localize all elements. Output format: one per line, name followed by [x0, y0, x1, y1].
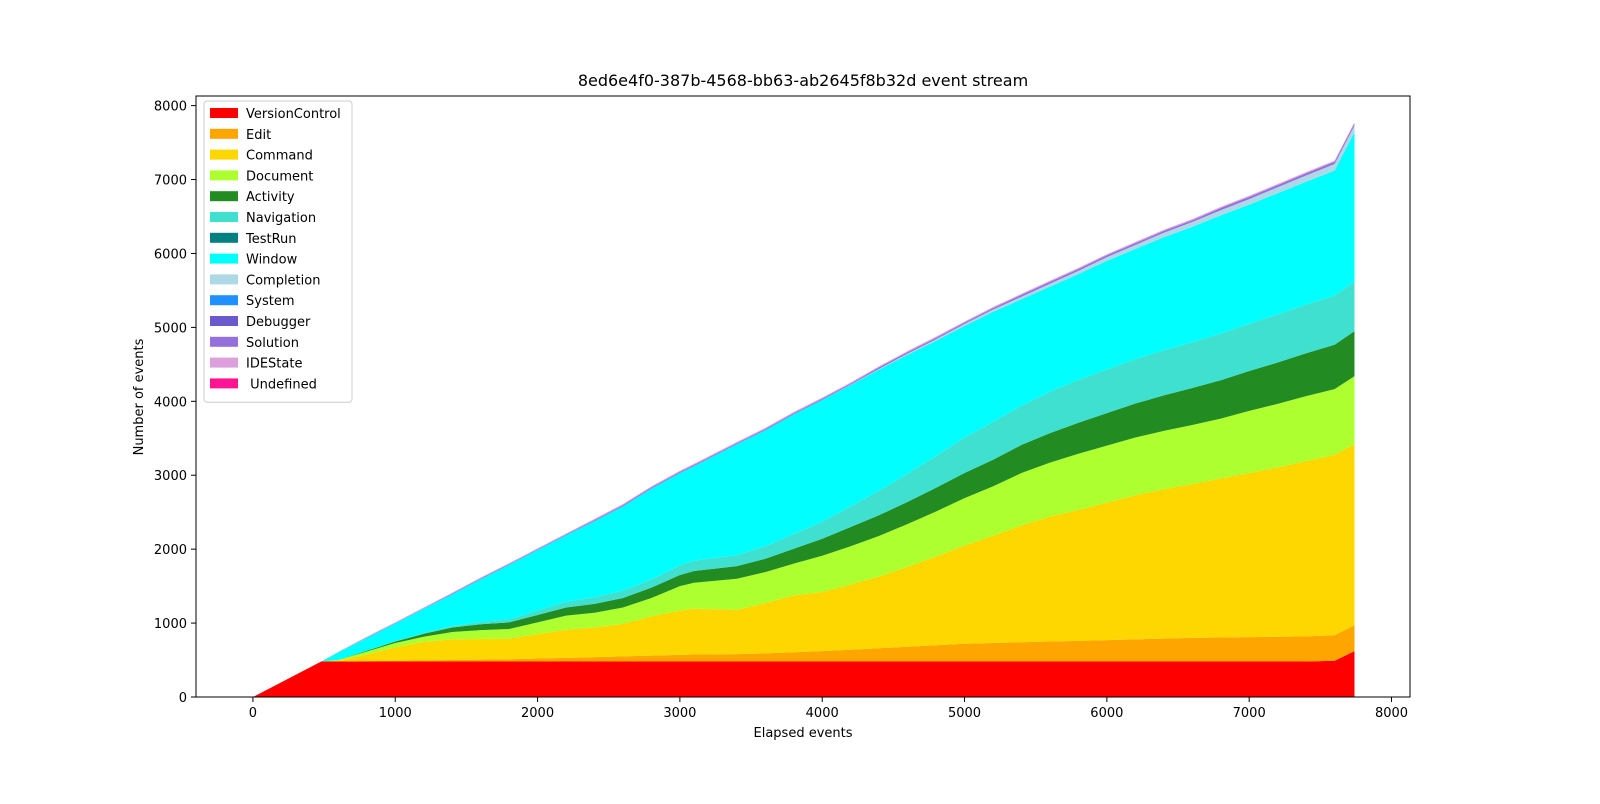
legend-label: VersionControl — [246, 107, 341, 122]
legend-swatch — [210, 316, 238, 326]
area-series-12 — [252, 122, 1355, 698]
x-tick-label: 0 — [249, 706, 257, 721]
legend-swatch — [210, 170, 238, 181]
legend-label: IDEState — [246, 357, 302, 372]
legend-swatch — [210, 378, 238, 389]
area-series-4 — [252, 331, 1355, 697]
x-tick-label: 7000 — [1233, 706, 1266, 721]
area-series-7 — [252, 132, 1355, 698]
y-tick-label: 4000 — [154, 395, 187, 410]
legend-label: Window — [246, 253, 298, 268]
area-series-11 — [252, 123, 1355, 698]
area-series-0 — [252, 651, 1355, 697]
legend-swatch — [210, 108, 238, 118]
x-tick-label: 5000 — [948, 706, 981, 721]
y-tick-label: 6000 — [154, 247, 187, 262]
legend-swatch — [210, 212, 238, 222]
y-tick-label: 1000 — [154, 617, 187, 632]
areas-layer — [252, 122, 1355, 698]
legend-swatch — [210, 357, 238, 368]
legend-label: Debugger — [246, 315, 311, 330]
plot-frame — [195, 95, 1411, 698]
area-series-3 — [252, 376, 1355, 697]
legend-label: Solution — [246, 336, 299, 351]
legend-swatch — [210, 253, 238, 264]
area-series-5 — [252, 281, 1355, 697]
legend-label: Document — [246, 169, 313, 184]
y-tick-label: 8000 — [154, 100, 187, 115]
legend-label: Activity — [246, 190, 295, 205]
chart-title: 8ed6e4f0-387b-4568-bb63-ab2645f8b32d eve… — [578, 71, 1028, 90]
y-tick-label: 2000 — [154, 543, 187, 558]
legend-swatch — [210, 149, 238, 160]
x-tick-label: 8000 — [1375, 706, 1408, 721]
legend-swatch — [210, 295, 238, 306]
x-tick-label: 6000 — [1090, 706, 1123, 721]
legend: VersionControl Edit Command Document Activit… — [203, 100, 353, 403]
legend-label: Edit — [246, 128, 271, 143]
legend-label: Command — [246, 149, 313, 164]
legend-frame — [203, 100, 353, 403]
y-tick-label: 7000 — [154, 174, 187, 189]
x-axis-label: Elapsed events — [754, 726, 853, 741]
area-series-2 — [252, 444, 1355, 697]
legend-label: System — [246, 294, 294, 309]
y-tick-label: 3000 — [154, 469, 187, 484]
area-series-1 — [252, 625, 1355, 697]
y-axis-ticks: 0 1000 2000 3000 4000 5000 6000 7000 8000 — [154, 100, 196, 706]
x-tick-label: 4000 — [806, 706, 839, 721]
legend-label: Undefined — [246, 377, 317, 392]
legend-label: TestRun — [245, 232, 297, 247]
legend-label: Navigation — [246, 211, 316, 226]
y-tick-label: 5000 — [154, 321, 187, 336]
x-tick-label: 2000 — [521, 706, 554, 721]
x-axis-ticks: 0 1000 2000 3000 4000 5000 6000 7000 8000 — [249, 697, 1408, 721]
legend-swatch — [210, 336, 238, 347]
y-axis-label: Number of events — [132, 338, 147, 455]
x-tick-label: 3000 — [663, 706, 696, 721]
legend-swatch — [210, 274, 238, 285]
x-tick-label: 1000 — [379, 706, 412, 721]
y-tick-label: 0 — [179, 691, 187, 706]
legend-swatch — [210, 232, 238, 243]
legend-label: Completion — [246, 273, 320, 288]
legend-swatch — [210, 191, 238, 202]
legend-swatch — [210, 128, 238, 139]
